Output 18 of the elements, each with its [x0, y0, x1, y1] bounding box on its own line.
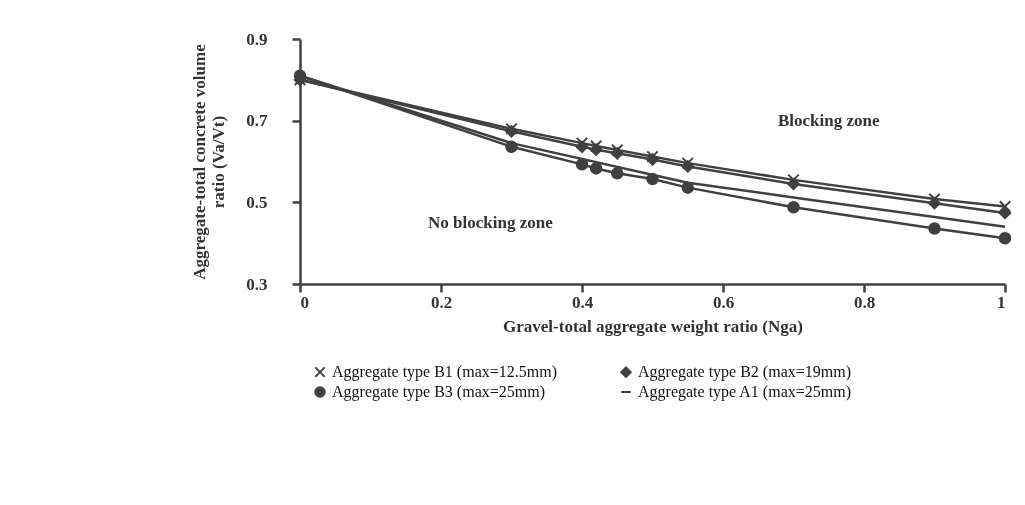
y-tick-label: 0.5 — [246, 192, 268, 212]
legend-label: Aggregate type B1 (max=12.5mm) — [332, 363, 557, 382]
legend-label: Aggregate type A1 (max=25mm) — [638, 383, 851, 401]
y-axis-title: Aggregate-total concrete volume ratio (Va/Vt) — [190, 43, 229, 280]
x-tick-label: 0.6 — [712, 292, 735, 312]
x-axis-title: Gravel-total aggregate weight ratio (Nga) — [503, 316, 803, 336]
x-tick-label: 0 — [300, 292, 309, 312]
legend-label: Aggregate type B2 (max=19mm) — [638, 363, 851, 382]
y-tick-label: 0.3 — [246, 274, 268, 294]
x-tick-label: 0.4 — [571, 292, 594, 312]
y-tick-label: 0.9 — [246, 29, 268, 49]
x-tick-label: 0.2 — [430, 292, 453, 312]
x-tick-label: 1 — [997, 292, 1006, 312]
x-tick-label: 0.8 — [853, 292, 876, 312]
legend-label: Aggregate type B3 (max=25mm) — [332, 383, 545, 401]
annotation: No blocking zone — [428, 212, 554, 232]
annotation: Blocking zone — [777, 110, 880, 130]
y-tick-label: 0.7 — [246, 111, 268, 131]
